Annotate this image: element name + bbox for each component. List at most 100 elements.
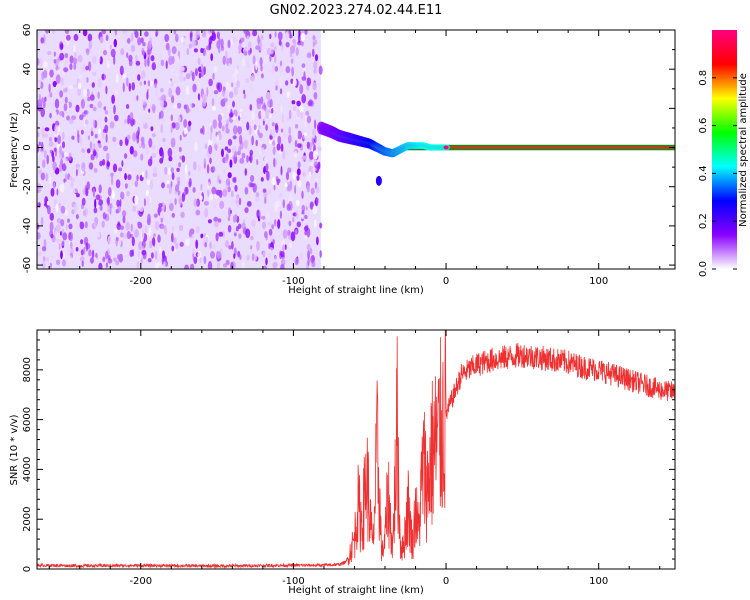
noise-speck <box>139 207 144 213</box>
noise-speck <box>296 168 301 176</box>
noise-speck <box>103 145 108 152</box>
colorbar-label: Normalized spectral amplitude <box>738 73 749 227</box>
noise-speck <box>144 57 147 68</box>
noise-speck <box>173 104 178 109</box>
noise-speck <box>280 143 284 152</box>
noise-speck <box>171 122 176 129</box>
noise-speck <box>222 55 226 65</box>
noise-speck <box>104 110 109 115</box>
snr-ytick-label: 2000 <box>22 506 33 531</box>
noise-speck <box>313 92 318 100</box>
noise-speck <box>86 214 90 219</box>
noise-speck <box>251 111 256 121</box>
noise-speck <box>233 125 238 135</box>
noise-speck <box>57 134 61 145</box>
noise-speck <box>220 38 224 48</box>
noise-speck <box>91 249 95 259</box>
noise-speck <box>265 163 269 172</box>
noise-speck <box>313 68 317 74</box>
noise-speck <box>120 232 124 238</box>
noise-speck <box>272 128 275 139</box>
noise-speck <box>197 165 202 172</box>
noise-speck <box>113 38 118 48</box>
noise-speck <box>94 133 98 139</box>
noise-speck <box>279 121 282 132</box>
noise-speck <box>64 58 68 68</box>
noise-speck <box>246 155 249 163</box>
noise-speck <box>225 81 230 89</box>
noise-speck <box>49 221 54 232</box>
noise-speck <box>230 198 234 207</box>
noise-speck <box>280 128 284 133</box>
noise-speck <box>41 97 44 103</box>
spectrogram-ytick-label: -60 <box>22 257 33 273</box>
noise-speck <box>97 101 103 109</box>
noise-speck <box>302 155 307 160</box>
noise-speck <box>166 183 170 189</box>
noise-speck <box>111 189 115 200</box>
noise-speck <box>73 203 78 214</box>
noise-speck <box>104 116 108 123</box>
noise-speck <box>167 147 173 158</box>
noise-speck <box>243 46 248 52</box>
noise-speck <box>309 247 313 255</box>
noise-speck <box>195 225 200 234</box>
noise-speck <box>181 193 186 202</box>
noise-speck <box>38 169 42 175</box>
noise-speck <box>149 180 154 190</box>
noise-speck <box>90 131 94 137</box>
noise-speck <box>137 37 142 46</box>
noise-speck <box>150 126 154 132</box>
noise-speck <box>313 60 318 70</box>
noise-speck <box>64 96 68 104</box>
noise-speck <box>207 261 213 269</box>
noise-speck <box>299 252 303 261</box>
noise-speck <box>278 76 284 86</box>
noise-speck <box>136 174 139 181</box>
noise-speck <box>202 93 207 104</box>
noise-speck <box>209 132 213 141</box>
noise-speck <box>161 53 166 58</box>
noise-speck <box>178 116 181 123</box>
noise-speck <box>310 173 315 182</box>
noise-speck <box>179 74 184 83</box>
noise-speck <box>103 106 107 111</box>
noise-speck <box>290 78 294 84</box>
snr-xtick-label: -100 <box>282 576 305 587</box>
noise-speck <box>159 100 165 108</box>
noise-speck <box>212 105 216 111</box>
noise-speck <box>319 222 323 229</box>
noise-speck <box>200 195 203 201</box>
noise-speck <box>115 179 121 189</box>
noise-speck <box>98 143 102 149</box>
noise-speck <box>115 74 119 84</box>
noise-speck <box>278 39 282 46</box>
noise-speck <box>160 88 164 93</box>
noise-speck <box>147 258 152 263</box>
noise-speck <box>228 86 233 92</box>
noise-speck <box>173 227 179 237</box>
noise-speck <box>98 128 102 134</box>
noise-speck <box>53 111 57 117</box>
noise-speck <box>119 225 125 230</box>
noise-speck <box>168 80 172 85</box>
noise-speck <box>209 193 213 201</box>
noise-speck <box>275 200 281 208</box>
noise-speck <box>97 48 102 53</box>
noise-speck <box>68 85 73 90</box>
noise-speck <box>259 57 263 67</box>
noise-speck <box>93 143 96 150</box>
noise-speck <box>38 58 43 67</box>
noise-speck <box>211 98 215 107</box>
noise-speck <box>246 121 250 131</box>
noise-speck <box>95 147 99 153</box>
spectrogram-ytick-label: 0 <box>22 144 33 150</box>
noise-speck <box>178 224 184 231</box>
noise-speck <box>238 197 242 206</box>
noise-speck <box>258 132 263 139</box>
noise-speck <box>116 237 119 242</box>
noise-speck <box>37 143 40 153</box>
snr-ytick-label: 8000 <box>22 357 33 382</box>
noise-speck <box>264 55 269 64</box>
noise-speck <box>152 106 156 114</box>
